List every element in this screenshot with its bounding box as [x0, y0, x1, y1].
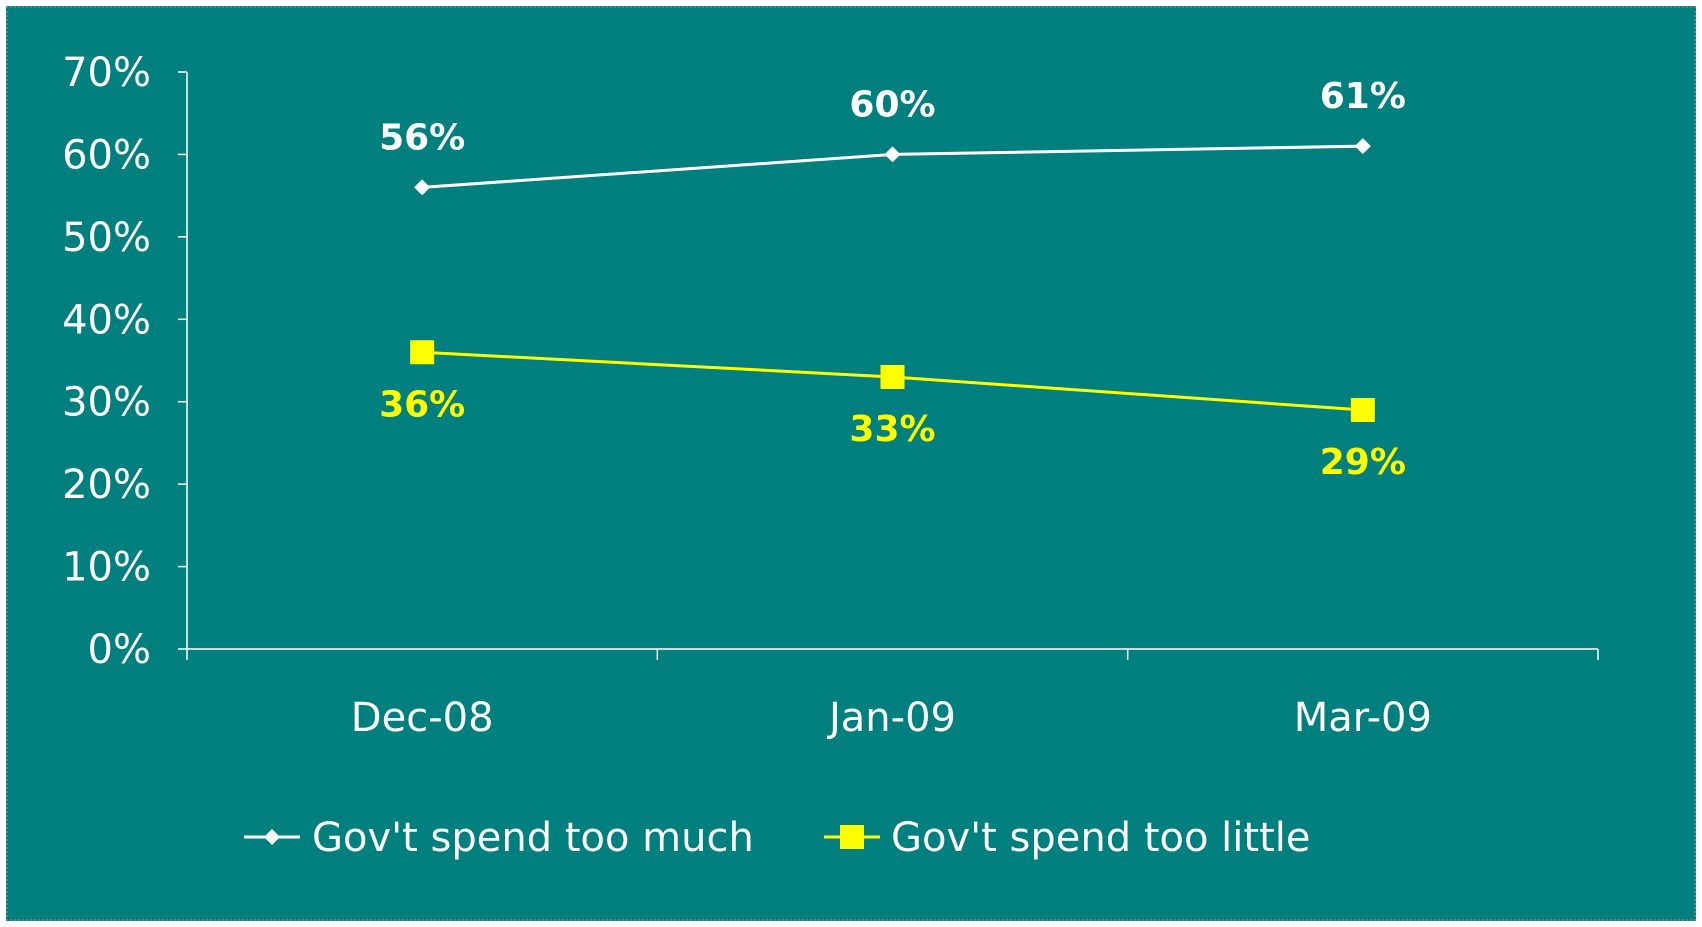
y-tick-label: 70%	[62, 50, 151, 96]
legend-label: Gov't spend too much	[312, 815, 754, 861]
legend-marker	[840, 825, 864, 849]
y-tick-label: 30%	[62, 380, 151, 426]
x-tick-label: Dec-08	[351, 695, 494, 741]
data-label: 36%	[379, 384, 465, 425]
data-point	[884, 146, 901, 163]
x-tick-label: Mar-09	[1294, 695, 1432, 741]
y-tick-label: 10%	[62, 545, 151, 591]
data-label: 56%	[379, 117, 465, 158]
y-tick-label: 50%	[62, 215, 151, 261]
chart-series: 56% 60% 61% 36% 33% 29%	[379, 76, 1406, 483]
legend-marker	[264, 829, 280, 845]
data-point	[1354, 138, 1371, 155]
data-label: 60%	[849, 84, 935, 125]
chart-axes: 0% 10% 20% 30% 40% 50% 60% 70% Dec-08 Jan-09 Mar-0…	[62, 50, 1599, 741]
data-point	[1350, 397, 1375, 422]
legend-item-2: Gov't spend too little	[824, 815, 1311, 861]
series-1: 56% 60% 61%	[379, 76, 1406, 196]
data-label: 61%	[1320, 76, 1406, 117]
data-label: 33%	[849, 409, 935, 450]
data-point	[410, 340, 435, 365]
legend-item-1: Gov't spend too much	[244, 815, 754, 861]
data-point	[880, 364, 905, 389]
x-tick-label: Jan-09	[826, 695, 956, 741]
y-tick-label: 20%	[62, 462, 151, 508]
y-tick-label: 60%	[62, 132, 151, 178]
y-tick-label: 40%	[62, 297, 151, 343]
data-label: 29%	[1320, 442, 1406, 483]
legend-label: Gov't spend too little	[891, 815, 1311, 861]
data-point	[414, 179, 431, 196]
y-tick-label: 0%	[88, 627, 151, 673]
series-2: 36% 33% 29%	[379, 340, 1406, 483]
chart-legend: Gov't spend too much Gov't spend too litt…	[244, 815, 1311, 861]
